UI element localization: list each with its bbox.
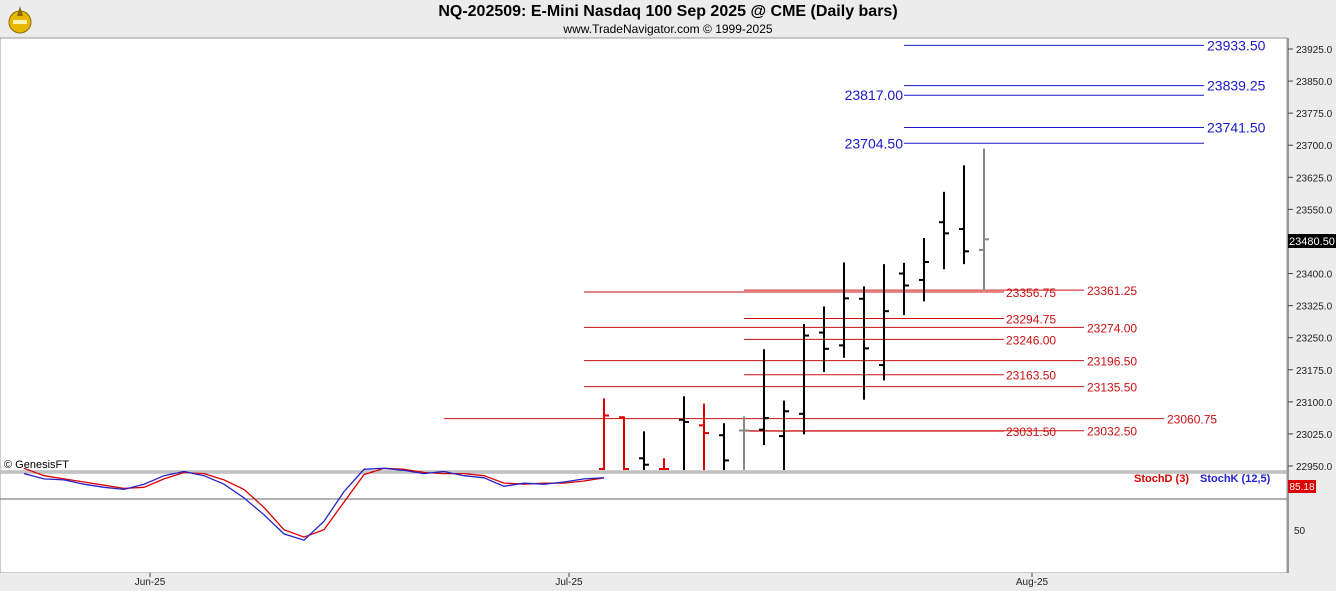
level-label: 23294.75 <box>1006 313 1056 327</box>
stochastic-value-badge <box>1288 480 1316 493</box>
level-label: 23163.50 <box>1006 369 1056 383</box>
level-label: 23246.00 <box>1006 333 1056 347</box>
ohlc-bar <box>959 165 969 265</box>
date-tick-label: Jul-25 <box>555 577 583 588</box>
ohlc-bar <box>799 324 809 435</box>
ohlc-bar <box>919 238 929 302</box>
price-tick-label: 23325.0 <box>1296 302 1333 313</box>
ohlc-bar <box>779 400 789 470</box>
ohlc-bar <box>819 306 829 372</box>
price-tick-label: 23850.0 <box>1296 77 1333 88</box>
level-label: 23031.50 <box>1006 425 1056 439</box>
ohlc-bar <box>619 416 629 470</box>
price-tick-label: 23175.0 <box>1296 366 1333 377</box>
date-tick-label: Aug-25 <box>1016 577 1049 588</box>
last-price-badge <box>1288 234 1336 248</box>
chart-title: NQ-202509: E-Mini Nasdaq 100 Sep 2025 @ … <box>438 3 898 20</box>
level-label: 23839.25 <box>1207 78 1266 94</box>
stoch-d-legend: StochD (3) <box>1134 473 1189 485</box>
price-tick-label: 23625.0 <box>1296 173 1333 184</box>
price-tick-label: 23250.0 <box>1296 334 1333 345</box>
ohlc-bar <box>899 262 909 316</box>
level-label: 23704.50 <box>845 135 904 151</box>
stochastic-value-label: 85.18 <box>1289 482 1314 493</box>
ohlc-bars <box>599 148 989 470</box>
date-tick-label: Jun-25 <box>135 577 166 588</box>
date-axis-labels: Jun-25 Jul-25 Aug-25 <box>135 573 1049 588</box>
chart-header: NQ-202509: E-Mini Nasdaq 100 Sep 2025 @ … <box>0 0 1336 38</box>
level-lines: 23933.50 23839.25 23817.00 23741.50 23704.50… <box>444 37 1266 439</box>
level-label: 23196.50 <box>1087 355 1137 369</box>
stochastic-panel[interactable] <box>0 472 1288 574</box>
ohlc-bar <box>879 264 889 381</box>
price-tick-label: 23100.0 <box>1296 398 1333 409</box>
level-label: 23356.75 <box>1006 286 1056 300</box>
level-label: 23933.50 <box>1207 37 1266 53</box>
date-axis[interactable] <box>0 573 1336 591</box>
last-price-label: 23480.50 <box>1289 236 1335 248</box>
ohlc-bar <box>859 286 869 400</box>
ohlc-bar <box>939 191 949 270</box>
stochastic-axis-label: 50 <box>1294 526 1306 537</box>
price-tick-label: 23400.0 <box>1296 270 1333 281</box>
level-label: 23274.00 <box>1087 321 1137 335</box>
ohlc-bar <box>739 416 749 470</box>
ohlc-bar <box>699 403 709 470</box>
stochastic-lines <box>23 467 605 541</box>
price-tick-label: 23550.0 <box>1296 205 1333 216</box>
level-label: 23361.25 <box>1087 284 1137 298</box>
ohlc-bar <box>719 423 729 470</box>
stoch-k-line <box>23 467 605 541</box>
ohlc-bar <box>839 262 849 358</box>
level-label: 23060.75 <box>1167 413 1217 427</box>
ohlc-bar <box>639 431 649 470</box>
stoch-k-legend: StochK (12,5) <box>1200 473 1271 485</box>
price-tick-label: 23775.0 <box>1296 109 1333 120</box>
price-tick-label: 23925.0 <box>1296 45 1333 56</box>
ohlc-bar <box>759 349 769 446</box>
genesis-watermark: © GenesisFT <box>4 459 69 471</box>
ohlc-bar <box>679 396 689 470</box>
level-label: 23817.00 <box>845 87 904 103</box>
stoch-d-line <box>23 467 605 538</box>
ohlc-bar <box>659 458 669 470</box>
trade-navigator-logo-icon <box>8 6 32 34</box>
level-label: 23741.50 <box>1207 119 1266 135</box>
price-tick-label: 22950.0 <box>1296 462 1333 473</box>
price-panel[interactable] <box>0 37 1288 472</box>
ohlc-bar <box>599 398 609 470</box>
price-tick-label: 23025.0 <box>1296 430 1333 441</box>
ohlc-bar <box>979 148 989 291</box>
level-label: 23032.50 <box>1087 425 1137 439</box>
chart-subtitle: www.TradeNavigator.com © 1999-2025 <box>563 22 773 36</box>
level-label: 23135.50 <box>1087 381 1137 395</box>
price-tick-label: 23700.0 <box>1296 141 1333 152</box>
